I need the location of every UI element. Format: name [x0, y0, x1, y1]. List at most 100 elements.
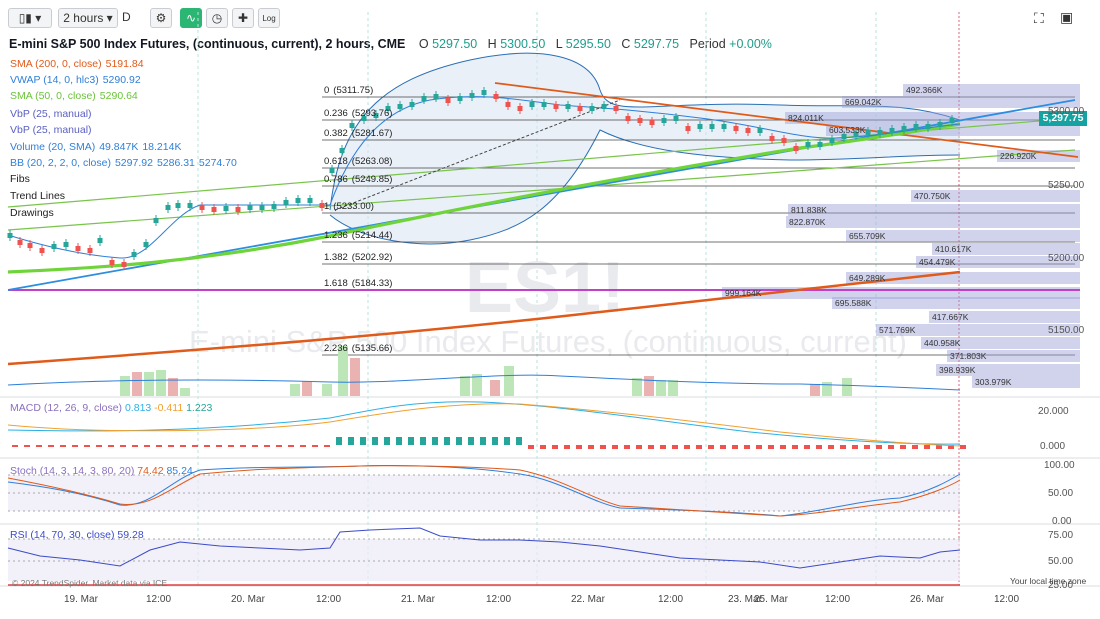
macd-histogram-bar [444, 437, 450, 445]
macd-histogram-bar [96, 445, 102, 447]
macd-histogram-bar [180, 445, 186, 447]
indicator-legend-item[interactable]: Drawings [10, 207, 54, 219]
volume-profile-label: 822.870K [789, 217, 826, 227]
candle-body [793, 146, 799, 151]
chart-type-key[interactable]: D [122, 10, 131, 24]
fib-level-label: 1.236 (5214.44) [324, 230, 393, 241]
macd-tick: 20.000 [1038, 406, 1069, 417]
candle-body [877, 130, 883, 135]
volume-bar [632, 378, 642, 396]
indicator-legend-item[interactable]: VbP (25, manual) [10, 108, 92, 120]
volume-profile-label: 492.366K [906, 85, 943, 95]
log-scale-button[interactable]: Log [258, 8, 280, 28]
indicator-legend-item[interactable]: Volume (20, SMA) 49.847K 18.214K [10, 141, 182, 153]
volume-profile-label: 470.750K [914, 191, 951, 201]
volume-bar [810, 384, 820, 396]
macd-histogram-bar [348, 437, 354, 445]
indicator-legend-item[interactable]: SMA (50, 0, close) 5290.64 [10, 90, 138, 102]
macd-histogram-bar [696, 445, 702, 449]
indicator-legend-item[interactable]: BB (20, 2, 2, 0, close) 5297.92 5286.31 527… [10, 157, 237, 169]
candle-body [121, 262, 127, 267]
macd-histogram-bar [708, 445, 714, 449]
macd-histogram-bar [408, 437, 414, 445]
candle-body [175, 203, 181, 208]
candle-body [187, 203, 193, 208]
macd-histogram-bar [660, 445, 666, 449]
macd-histogram-bar [336, 437, 342, 445]
volume-bar [180, 388, 190, 396]
chevron-down-icon: ▾ [106, 11, 113, 25]
fib-level-label: 0.786 (5249.85) [324, 174, 393, 185]
macd-histogram-bar [480, 437, 486, 445]
macd-histogram-bar [372, 437, 378, 445]
trend-icon: ∿ [185, 11, 197, 25]
macd-histogram-bar [624, 445, 630, 449]
ohlc-readout: O 5297.50 H 5300.50 L 5295.50 C 5297.75 … [418, 37, 772, 51]
volume-profile-label: 371.803K [950, 351, 987, 361]
clock-button[interactable]: ◷ [206, 8, 228, 28]
volume-profile-label: 603.533K [829, 125, 866, 135]
fib-level-label: 2.236 (5135.66) [324, 343, 393, 354]
macd-histogram-bar [432, 437, 438, 445]
indicator-legend-item[interactable]: Fibs [10, 173, 30, 185]
macd-tick: 0.000 [1040, 441, 1066, 452]
macd-histogram-bar [456, 437, 462, 445]
candle-body [601, 104, 607, 109]
watermark-symbol: ES1! [465, 248, 625, 328]
candle-body [529, 102, 535, 107]
camera-icon[interactable]: ▣ [1060, 9, 1074, 25]
candle-body [685, 126, 691, 131]
macd-histogram-bar [600, 445, 606, 449]
macd-histogram-bar [912, 445, 918, 449]
candle-body [63, 242, 69, 247]
macd-histogram-bar [816, 445, 822, 449]
macd-histogram-bar [216, 445, 222, 447]
crosshair-button[interactable]: ✚ [232, 8, 254, 28]
volume-profile-label: 999.164K [725, 288, 762, 298]
macd-histogram-bar [792, 445, 798, 449]
volume-bar [656, 380, 666, 396]
volume-bar [822, 382, 832, 396]
macd-histogram-bar [360, 437, 366, 445]
macd-histogram-bar [612, 445, 618, 449]
volume-bar [120, 376, 130, 396]
settings-button[interactable]: ⚙ [150, 8, 172, 28]
clock-icon: ◷ [211, 11, 223, 25]
trend-tool-button[interactable]: ∿ [180, 8, 202, 28]
candle-body [697, 124, 703, 129]
candle-body [673, 116, 679, 121]
macd-histogram-bar [156, 445, 162, 447]
rsi-tick: 50.00 [1048, 556, 1074, 567]
candle-body [235, 207, 241, 212]
bb-lower-line [329, 129, 961, 245]
chart-type-dropdown[interactable]: ▯▮ ▾ [8, 8, 52, 28]
macd-histogram-bar [396, 437, 402, 445]
macd-histogram-bar [804, 445, 810, 449]
volume-bar [156, 370, 166, 396]
macd-histogram-bar [204, 445, 210, 447]
indicator-legend-item[interactable]: VWAP (14, 0, hlc3) 5290.92 [10, 74, 141, 86]
candle-body [613, 106, 619, 111]
candle-body [445, 98, 451, 103]
macd-histogram-bar [192, 445, 198, 447]
candle-body [469, 93, 475, 98]
macd-histogram-bar [636, 445, 642, 449]
time-axis-label: 19. Mar [64, 594, 98, 605]
interval-dropdown[interactable]: 2 hours ▾ [58, 8, 118, 28]
volume-profile-label: 824.011K [788, 113, 824, 123]
macd-histogram-bar [276, 445, 282, 447]
timezone-label[interactable]: Your local time zone [1010, 576, 1087, 586]
indicator-legend-item[interactable]: SMA (200, 0, close) 5191.84 [10, 58, 144, 70]
volume-bar [504, 366, 514, 396]
candle-body [661, 118, 667, 123]
macd-histogram-bar [744, 445, 750, 449]
indicator-legend-item[interactable]: Trend Lines [10, 190, 66, 202]
bb-upper-line [329, 52, 961, 211]
volume-profile-label: 695.588K [835, 298, 872, 308]
fullscreen-icon[interactable]: ⛶ [1034, 10, 1044, 26]
indicator-legend-item[interactable]: VbP (25, manual) [10, 124, 92, 136]
volume-bar [132, 372, 142, 396]
macd-histogram-bar [300, 445, 306, 447]
candle-body [409, 102, 415, 107]
candle-body [199, 205, 205, 210]
